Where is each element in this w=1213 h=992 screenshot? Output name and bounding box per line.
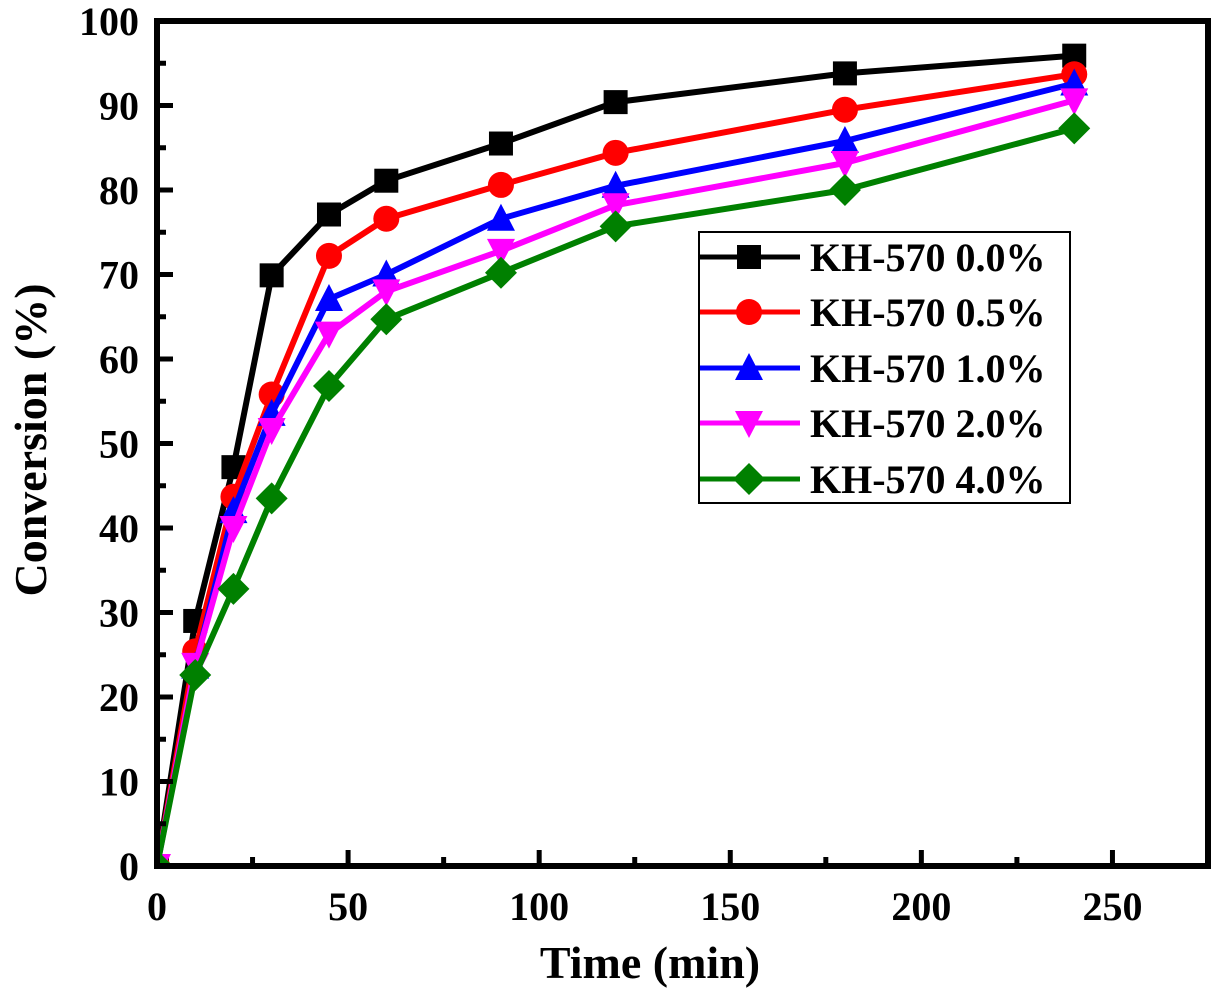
- data-point-triangle-up: [486, 203, 515, 231]
- legend-marker-diamond: [733, 463, 765, 495]
- y-axis-title: Conversion (%): [5, 283, 56, 596]
- x-tick-label: 100: [509, 884, 569, 929]
- x-tick-label: 50: [328, 884, 368, 929]
- legend-marker-triangle-up: [735, 353, 763, 380]
- legend-label: KH-570 2.0%: [810, 401, 1046, 446]
- data-point-diamond: [370, 303, 403, 336]
- data-point-diamond: [179, 659, 212, 692]
- data-point-triangle-up: [601, 170, 630, 198]
- y-tick-label: 40: [99, 506, 139, 551]
- data-point-triangle-up: [830, 125, 859, 153]
- legend-label: KH-570 0.5%: [810, 290, 1046, 335]
- legend-item: KH-570 0.5%: [700, 290, 1046, 335]
- data-point-triangle-down: [257, 417, 286, 445]
- data-point-square: [603, 90, 628, 115]
- legend-label: KH-570 4.0%: [810, 457, 1046, 502]
- axis-ticks: [157, 60, 1115, 866]
- legend-marker-triangle-down: [735, 411, 763, 438]
- data-point-triangle-down: [830, 150, 859, 178]
- series-line: [157, 52, 1075, 866]
- legend-item: KH-570 4.0%: [700, 457, 1046, 502]
- data-point-diamond: [1058, 112, 1091, 145]
- data-point-circle: [602, 139, 629, 166]
- data-point-diamond: [312, 370, 345, 403]
- data-point-triangle-down: [1060, 88, 1089, 116]
- data-point-circle: [315, 242, 342, 269]
- x-tick-label: 250: [1082, 884, 1142, 929]
- x-tick-labels: 0 50 100 150 200 250: [147, 884, 1142, 929]
- data-point-triangle-down: [486, 238, 515, 266]
- legend-item: KH-570 2.0%: [700, 401, 1046, 446]
- data-point-triangle-up: [314, 284, 343, 312]
- data-point-diamond: [157, 850, 173, 866]
- data-point-triangle-down: [372, 279, 401, 307]
- data-point-triangle-down: [601, 193, 630, 221]
- x-tick-label: 0: [147, 884, 167, 929]
- series-line: [157, 97, 1075, 866]
- data-point-triangle-down: [219, 516, 248, 543]
- data-point-circle: [831, 96, 858, 123]
- legend: KH-570 0.0% KH-570 0.5% KH-570 1.0% KH-570 …: [698, 231, 1071, 504]
- x-axis-title: Time (min): [540, 937, 760, 988]
- data-point-circle: [487, 171, 514, 198]
- legend-marker-square: [737, 245, 761, 269]
- y-tick-label: 20: [99, 675, 139, 720]
- y-tick-label: 60: [99, 337, 139, 382]
- data-point-circle: [373, 205, 400, 232]
- data-point-triangle-down: [314, 321, 343, 349]
- series-layer: [157, 43, 1091, 866]
- legend-item: KH-570 0.0%: [700, 235, 1046, 280]
- data-point-square: [488, 131, 513, 156]
- legend-item: KH-570 1.0%: [700, 346, 1046, 391]
- data-point-square: [832, 61, 857, 86]
- data-point-diamond: [255, 482, 288, 515]
- legend-label: KH-570 0.0%: [810, 235, 1046, 280]
- y-tick-label: 10: [99, 760, 139, 805]
- x-tick-label: 200: [891, 884, 951, 929]
- legend-marker-circle: [736, 299, 762, 325]
- series-5: [157, 112, 1091, 866]
- data-point-diamond: [217, 572, 250, 605]
- x-tick-label: 150: [700, 884, 760, 929]
- y-tick-label: 50: [99, 422, 139, 467]
- series-4: [157, 88, 1089, 866]
- data-point-square: [374, 168, 399, 193]
- data-point-diamond: [484, 256, 517, 289]
- y-tick-labels: 0 10 20 30 40 50 60 70 80 90 100: [79, 0, 139, 889]
- data-point-diamond: [828, 174, 861, 206]
- y-tick-label: 90: [99, 84, 139, 129]
- data-point-square: [259, 263, 284, 288]
- data-point-square: [316, 202, 341, 227]
- legend-label: KH-570 1.0%: [810, 346, 1046, 391]
- y-tick-label: 30: [99, 591, 139, 636]
- y-tick-label: 0: [119, 844, 139, 889]
- y-tick-label: 80: [99, 168, 139, 213]
- series-line: [157, 125, 1075, 866]
- data-point-diamond: [599, 210, 632, 243]
- y-tick-label: 70: [99, 253, 139, 298]
- series-2: [157, 61, 1088, 866]
- y-tick-label: 100: [79, 0, 139, 44]
- series-line: [157, 71, 1075, 866]
